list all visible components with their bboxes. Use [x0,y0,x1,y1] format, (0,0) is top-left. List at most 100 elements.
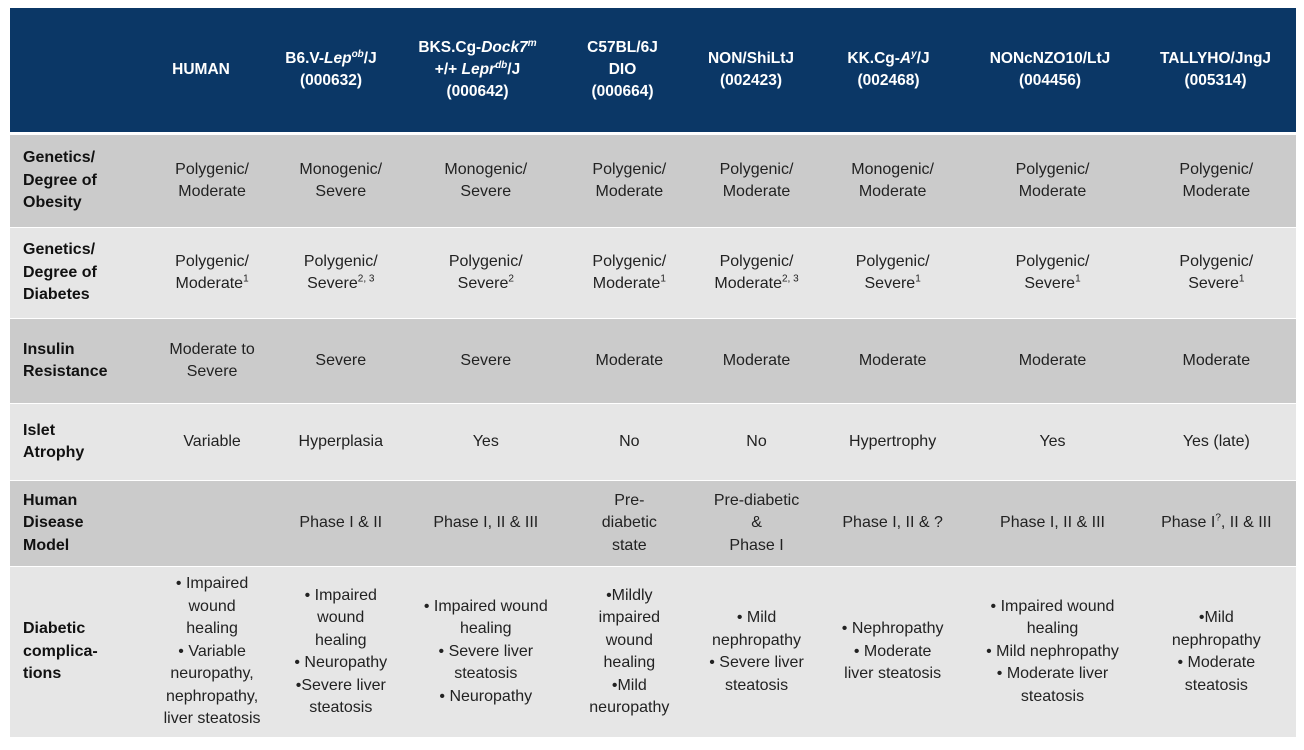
text-segment: wound [317,609,365,626]
cell-line: wound [188,596,235,619]
cell-line: neuropathy, [170,663,253,686]
cell-line: HUMAN [172,59,230,81]
text-segment: • Nephropathy [841,620,944,638]
text-segment: Pre-diabetic [713,491,800,509]
text-segment: KK.Cg- [847,50,900,67]
superscript: db [495,59,508,71]
text-segment: healing [1026,620,1079,638]
text-segment: Severe [457,275,509,292]
table-cell: • Impaired wound healing • Neuropathy •Sever… [272,567,409,737]
text-segment: diabetic [601,514,657,532]
table-cell: • Impaired wound healing • Mild nephropath… [968,567,1136,737]
table-cell: Polygenic/Moderate1 [563,228,697,318]
text-segment: (002468) [857,72,920,89]
cell-line: neuropathy [589,697,669,720]
cell-line: Hypertrophy [849,431,936,454]
table-cell: Pre-diabetic state [563,481,697,566]
table-cell: Moderate [1137,319,1296,403]
text-segment: Polygenic/ [175,252,249,270]
cell-line: Moderate1 [175,273,248,296]
row-label: Diabetic complica-tions [10,567,152,737]
cell-line: • Impaired wound [424,596,548,619]
text-segment: steatosis [724,676,789,694]
cell-line: Moderate to [169,339,254,362]
text-segment: DIO [608,61,637,78]
text-segment: Phase I, II & III [1000,514,1105,532]
text-segment: Polygenic/ [592,160,667,178]
cell-line: Monogenic/ [299,159,382,182]
text-segment: Monogenic/ [444,160,528,178]
row-label-line: complica- [23,642,98,660]
column-header: B6.V-Lepob/J (000632) [262,8,400,132]
text-segment: B6.V- [285,50,325,67]
text-segment: Phase I [1161,514,1216,532]
cell-line: Severe [460,350,511,373]
text-segment: •Severe liver [295,676,386,694]
column-header: NONcNZO10/LtJ (004456) [965,8,1135,132]
table-cell: Monogenic/Severe [409,135,562,227]
cell-line: impaired [599,607,660,630]
cell-line: DIO [609,59,637,81]
cell-line: Moderate [596,181,664,204]
cell-line: wound [317,607,364,630]
text-segment: Polygenic/ [719,160,794,178]
cell-line: Phase I & II [299,512,382,535]
table-cell: Hyperplasia [272,404,409,480]
row-label-line: tions [23,665,62,683]
text-segment: wound [605,631,653,649]
cell-line: • Nephropathy [842,618,944,641]
cell-line: • Impaired wound [991,596,1115,619]
text-segment: Phase I & II [299,514,383,532]
text-segment: Polygenic/ [1015,160,1090,178]
text-segment: nephropathy [1171,631,1261,649]
row-label-line: Insulin [23,340,75,358]
text-segment: Moderate [592,275,661,292]
table-cell: • Impaired wound healing • Variable neuropat… [152,567,273,737]
text-segment: Variable [183,432,241,450]
cell-line: NONcNZO10/LtJ [990,48,1111,70]
text-segment: Polygenic/ [175,160,249,178]
text-segment: healing [459,620,512,638]
text-segment: Yes (late) [1182,432,1250,450]
cell-line: Polygenic/ [304,251,378,274]
superscript: 1 [1075,273,1081,285]
text-segment: Monogenic/ [299,160,383,178]
table-cell: • Impaired wound healing • Severe liver ste… [409,567,562,737]
text-segment: • Variable [178,642,246,660]
table-cell: Polygenic/Severe2, 3 [272,228,409,318]
cell-line: Yes [1039,431,1065,454]
text-segment: • Moderate [1177,654,1256,671]
cell-line: Polygenic/ [1179,251,1253,274]
cell-line: (000632) [300,70,362,92]
cell-line: Severe [315,181,366,204]
text-segment: Lep [324,50,352,67]
cell-line: Moderate [596,350,664,373]
cell-line: • Moderate liver [997,663,1108,686]
cell-line: Polygenic/ [449,251,523,274]
text-segment: No [619,432,640,450]
text-segment: steatosis [454,665,518,683]
row-label-line: Atrophy [23,444,85,461]
text-segment: Polygenic/ [1179,160,1254,178]
text-segment: NONcNZO10/LtJ [989,50,1111,67]
cell-line: Polygenic/ [592,159,666,182]
cell-line: Phase I, II & III [1000,512,1105,535]
table-cell: Variable [152,404,273,480]
table-cell: Yes (late) [1137,404,1296,480]
cell-line: (002423) [720,70,782,92]
cell-line: healing [604,652,656,675]
text-segment: Dock7 [481,39,528,56]
row-label-line: Genetics/ [23,241,96,259]
text-segment: healing [314,631,367,649]
row-label-line: Degree of [23,171,97,189]
table-cell [152,481,273,566]
text-segment: Severe [1024,275,1076,292]
text-segment: Moderate [178,183,246,200]
cell-line: •Mild [612,675,647,698]
text-segment: • Neuropathy [294,654,388,671]
text-segment: Polygenic/ [719,252,794,270]
text-segment: Lepr [461,61,496,78]
text-segment: Yes [1039,432,1066,450]
table-cell: Phase I, II & III [968,481,1136,566]
text-segment: nephropathy [712,631,801,649]
